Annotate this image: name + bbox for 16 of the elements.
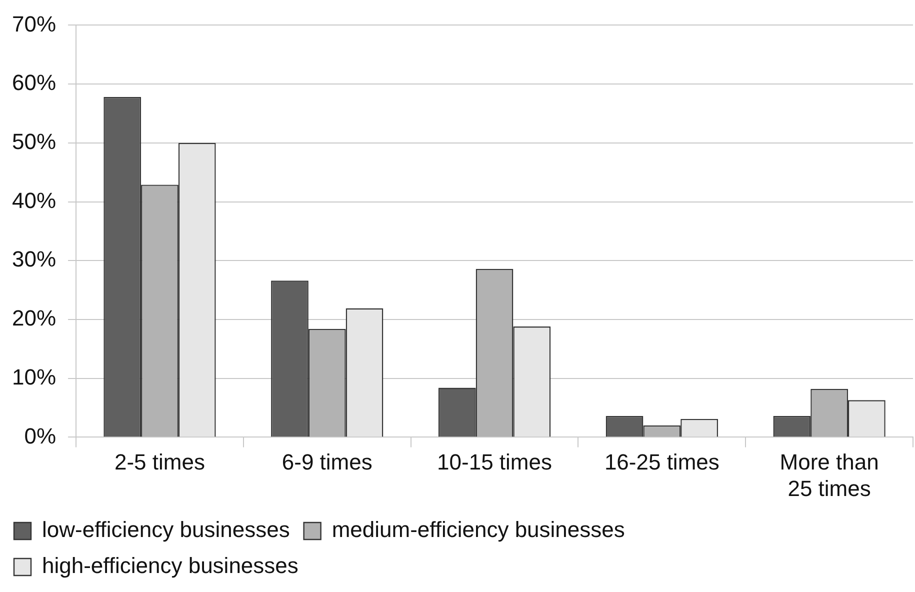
x-tick-label: 2-5 times xyxy=(114,449,205,474)
x-tick-label: 6-9 times xyxy=(282,449,372,474)
legend-label: medium-efficiency businesses xyxy=(332,517,625,542)
y-tick-label: 10% xyxy=(12,364,56,390)
legend-label: low-efficiency businesses xyxy=(42,517,290,542)
y-tick-label: 0% xyxy=(24,423,56,448)
legend-label: high-efficiency businesses xyxy=(42,553,298,578)
y-tick-label: 70% xyxy=(12,11,56,36)
x-tick-label: 16-25 times xyxy=(604,449,720,474)
y-tick-label: 20% xyxy=(12,306,56,331)
y-tick-label: 50% xyxy=(12,128,56,154)
y-tick-label: 60% xyxy=(12,70,56,96)
y-tick-label: 40% xyxy=(12,188,56,213)
x-tick-label: 10-15 times xyxy=(437,449,552,474)
x-tick-label: More than 25 times xyxy=(780,449,879,501)
y-tick-label: 30% xyxy=(12,246,56,272)
